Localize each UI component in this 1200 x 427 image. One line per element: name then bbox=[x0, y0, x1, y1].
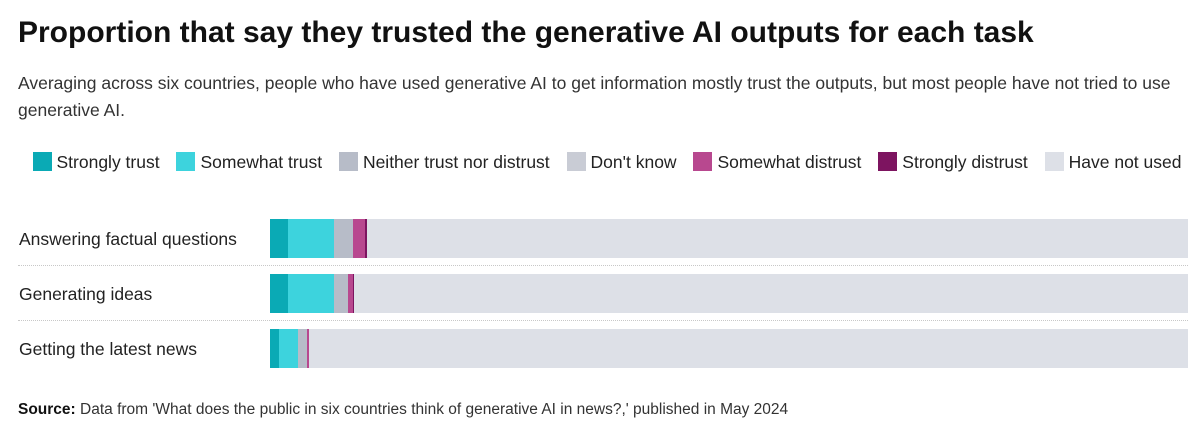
legend-label: Somewhat trust bbox=[200, 152, 323, 172]
category-label-answering-factual-questions: Answering factual questions bbox=[19, 229, 237, 249]
legend-item-strongly-distrust: Strongly distrust bbox=[878, 152, 1028, 172]
legend-swatch-somewhat-distrust bbox=[693, 152, 713, 171]
legend-item-strongly-trust: Strongly trust bbox=[32, 152, 160, 172]
legend-swatch-have-not-used bbox=[1044, 152, 1064, 171]
row-divider bbox=[18, 320, 1188, 321]
bar-segment-somewhat-distrust bbox=[306, 329, 309, 368]
bar-segment-strongly-distrust bbox=[364, 219, 368, 258]
legend-swatch-don-t-know bbox=[566, 152, 586, 171]
bar-segment-somewhat-trust bbox=[279, 329, 298, 368]
chart-subtitle: Averaging across six countries, people w… bbox=[18, 73, 1171, 120]
bar-segment-strongly-trust bbox=[270, 329, 280, 368]
bar-segment-strongly-trust bbox=[270, 274, 289, 313]
source-text: Data from 'What does the public in six c… bbox=[80, 401, 789, 418]
bar-segment-somewhat-distrust bbox=[348, 274, 353, 313]
bar-segment-have-not-used bbox=[367, 219, 1188, 258]
legend-label: Strongly distrust bbox=[902, 152, 1028, 172]
bar-segment-neither-trust-nor-distrust bbox=[334, 274, 349, 313]
legend-label: Somewhat distrust bbox=[717, 152, 862, 172]
category-label-getting-the-latest-news: Getting the latest news bbox=[19, 339, 198, 359]
stacked-bar-chart: Answering factual questions Generating id… bbox=[0, 210, 1200, 380]
legend-label: Have not used bbox=[1068, 152, 1182, 172]
chart-legend: Strongly trust Somewhat trust Neither tr… bbox=[22, 148, 1192, 177]
chart-title: Proportion that say they trusted the gen… bbox=[18, 16, 1034, 49]
bar-segment-somewhat-trust bbox=[288, 274, 335, 313]
legend-item-don-t-know: Don't know bbox=[566, 152, 677, 172]
category-label-generating-ideas: Generating ideas bbox=[19, 284, 153, 304]
bar-segment-strongly-trust bbox=[270, 219, 289, 258]
bar-segment-strongly-distrust bbox=[308, 329, 310, 368]
legend-swatch-strongly-trust bbox=[32, 152, 52, 171]
legend-swatch-somewhat-trust bbox=[176, 152, 196, 171]
legend-item-somewhat-distrust: Somewhat distrust bbox=[693, 152, 861, 172]
bar-generating-ideas bbox=[270, 274, 1188, 313]
legend-label: Neither trust nor distrust bbox=[362, 152, 550, 172]
legend-item-somewhat-trust: Somewhat trust bbox=[176, 152, 322, 172]
bar-segment-strongly-distrust bbox=[352, 274, 354, 313]
source-label: Source: bbox=[18, 401, 76, 418]
legend-item-neither-trust-nor-distrust: Neither trust nor distrust bbox=[338, 152, 550, 172]
bar-segment-have-not-used bbox=[353, 274, 1188, 313]
legend-item-have-not-used: Have not used bbox=[1044, 152, 1182, 172]
bar-segment-neither-trust-nor-distrust bbox=[297, 329, 307, 368]
legend-label: Strongly trust bbox=[56, 152, 160, 172]
bar-segment-have-not-used bbox=[309, 329, 1188, 368]
bar-segment-somewhat-trust bbox=[288, 219, 335, 258]
legend-swatch-neither-trust-nor-distrust bbox=[338, 152, 358, 171]
bar-segment-somewhat-distrust bbox=[352, 219, 365, 258]
legend-label: Don't know bbox=[590, 152, 677, 172]
legend-swatch-strongly-distrust bbox=[878, 152, 898, 171]
source-note: Source: Data from 'What does the public … bbox=[18, 400, 788, 420]
bar-answering-factual-questions bbox=[270, 219, 1188, 258]
row-divider bbox=[18, 265, 1188, 266]
bar-getting-the-latest-news bbox=[270, 329, 1188, 368]
bar-segment-neither-trust-nor-distrust bbox=[334, 219, 353, 258]
